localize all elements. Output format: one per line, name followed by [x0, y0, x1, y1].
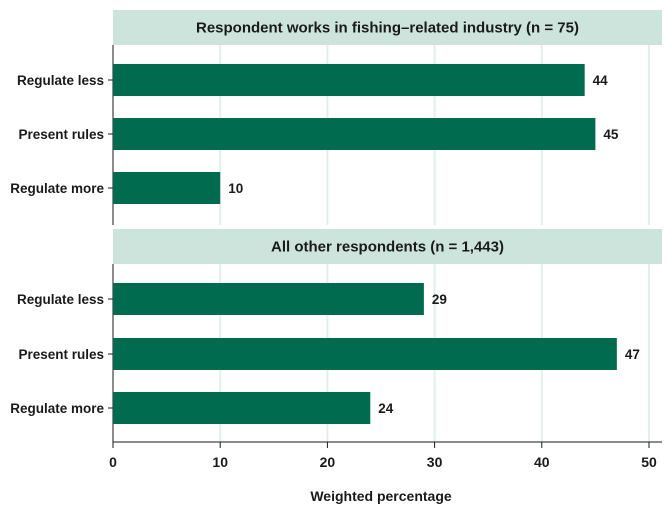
bar: [113, 118, 596, 150]
bar: [113, 392, 371, 424]
panel-bottom: All other respondents (n = 1,443) Regula…: [10, 229, 662, 442]
data-label: 24: [378, 401, 394, 416]
panel-title: All other respondents (n = 1,443): [271, 239, 504, 256]
x-tick-label: 30: [427, 454, 443, 470]
x-axis: 0 10 20 30 40 50: [109, 441, 662, 470]
x-axis-title: Weighted percentage: [310, 488, 452, 504]
category-label: Present rules: [18, 347, 104, 362]
data-label: 29: [432, 292, 447, 307]
x-tick-label: 40: [534, 454, 550, 470]
category-label: Regulate less: [17, 73, 104, 88]
bar: [113, 283, 424, 315]
bar: [113, 64, 585, 96]
data-label: 10: [228, 181, 243, 196]
category-label: Regulate more: [10, 181, 104, 196]
bar: [113, 172, 221, 204]
x-tick-label: 20: [320, 454, 336, 470]
x-tick-label: 10: [212, 454, 228, 470]
category-label: Regulate less: [17, 292, 104, 307]
panel-title-strip: [113, 229, 662, 264]
category-label: Regulate more: [10, 401, 104, 416]
data-label: 47: [625, 347, 640, 362]
category-label: Present rules: [18, 127, 104, 142]
data-label: 44: [593, 73, 609, 88]
x-tick-label: 0: [109, 454, 117, 470]
bars: Regulate less 44 Present rules 45 Regulate m…: [10, 45, 619, 225]
x-tick-label: 50: [641, 454, 657, 470]
panel-title: Respondent works in fishing–related indu…: [196, 20, 579, 37]
bar: [113, 338, 617, 370]
panel-top: Respondent works in fishing–related indu…: [10, 10, 662, 225]
bars: Regulate less 29 Present rules 47 Regulate m…: [10, 264, 640, 442]
panel-title-strip: [113, 10, 662, 45]
data-label: 45: [603, 127, 619, 142]
